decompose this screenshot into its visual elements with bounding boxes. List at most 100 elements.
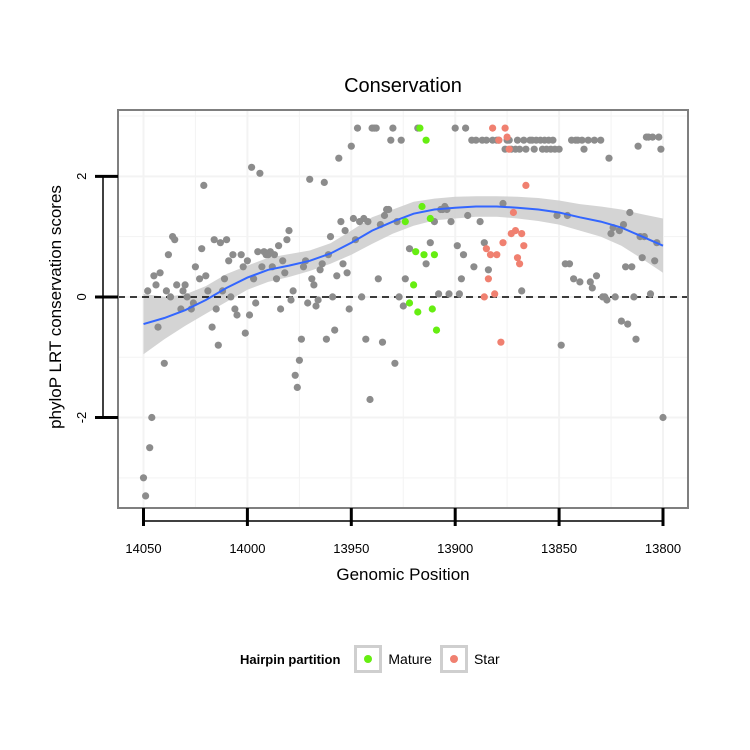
- star-point: [522, 181, 530, 189]
- other-point: [144, 287, 152, 295]
- other-point: [630, 293, 638, 301]
- other-point: [337, 218, 345, 226]
- other-point: [522, 145, 530, 153]
- confidence-band: [143, 196, 663, 355]
- other-point: [655, 133, 663, 141]
- other-point: [632, 335, 640, 343]
- other-point: [299, 263, 308, 271]
- other-point: [372, 124, 380, 132]
- other-point: [570, 275, 578, 283]
- other-point: [615, 227, 624, 235]
- x-tick-label: 13800: [645, 541, 681, 556]
- other-point: [343, 269, 351, 277]
- other-point: [162, 287, 170, 295]
- other-point: [306, 175, 314, 183]
- other-point: [322, 335, 330, 343]
- other-point: [553, 211, 561, 220]
- x-axis-label: Genomic Position: [336, 565, 469, 584]
- other-point: [173, 281, 181, 289]
- other-point: [289, 287, 297, 295]
- other-point: [341, 227, 349, 235]
- other-point: [588, 284, 596, 292]
- other-point: [139, 474, 148, 482]
- other-point: [241, 329, 249, 337]
- mature-point: [420, 251, 428, 259]
- mature-point: [428, 305, 436, 313]
- confidence-band-layer: [143, 196, 663, 355]
- other-point: [335, 154, 343, 162]
- star-point: [489, 124, 497, 132]
- star-point: [511, 227, 520, 235]
- other-point: [150, 272, 158, 280]
- other-point: [308, 275, 316, 283]
- mature-point: [410, 281, 418, 289]
- other-point: [270, 251, 278, 259]
- x-tick-label: 14050: [125, 541, 161, 556]
- star-point: [520, 242, 528, 250]
- x-tick-label: 13850: [541, 541, 577, 556]
- y-tick-label: 0: [74, 293, 89, 300]
- legend-mature-dot: [364, 655, 373, 663]
- other-point: [295, 356, 303, 364]
- other-point: [626, 208, 634, 217]
- other-point: [435, 290, 443, 298]
- other-point: [628, 263, 636, 271]
- other-point: [364, 218, 372, 226]
- other-point: [225, 257, 233, 265]
- other-point: [405, 245, 414, 253]
- other-point: [576, 278, 584, 286]
- other-point: [426, 239, 434, 247]
- other-point: [422, 260, 430, 268]
- star-point: [491, 290, 499, 298]
- other-point: [331, 326, 339, 334]
- other-point: [657, 145, 665, 153]
- star-point: [495, 136, 503, 144]
- other-point: [293, 383, 301, 391]
- mature-point: [432, 326, 441, 334]
- other-point: [216, 239, 224, 247]
- other-point: [472, 136, 480, 144]
- other-point: [380, 211, 389, 220]
- other-point: [476, 218, 484, 226]
- other-point: [349, 214, 357, 223]
- star-point: [499, 239, 507, 247]
- star-point: [509, 208, 517, 217]
- smooth-trend-line: [143, 205, 664, 326]
- star-point: [516, 260, 524, 268]
- legend-title: Hairpin partition: [240, 651, 341, 667]
- other-point: [191, 263, 199, 271]
- other-point: [297, 335, 305, 343]
- other-point: [272, 275, 281, 283]
- other-point: [223, 236, 231, 244]
- other-point: [281, 269, 289, 277]
- other-point: [624, 320, 632, 328]
- other-point: [214, 341, 222, 349]
- other-point: [549, 136, 557, 144]
- other-point: [233, 311, 241, 319]
- other-point: [607, 230, 615, 238]
- legend-key-mature: [354, 645, 383, 673]
- other-point: [516, 145, 524, 153]
- other-point: [482, 136, 490, 144]
- points-layer: [139, 124, 667, 500]
- other-point: [557, 341, 565, 349]
- other-point: [252, 299, 260, 307]
- other-point: [156, 269, 164, 277]
- other-point: [590, 136, 599, 144]
- x-axis: 14050 14000 13950 13900 13850 13800: [125, 508, 681, 556]
- other-point: [183, 293, 191, 301]
- legend-label-mature: Mature: [388, 651, 432, 667]
- star-point: [482, 245, 490, 253]
- other-point: [605, 154, 613, 162]
- other-point: [362, 335, 370, 343]
- other-point: [314, 296, 322, 304]
- other-point: [258, 263, 266, 271]
- other-point: [358, 293, 366, 301]
- x-tick-label: 13900: [437, 541, 473, 556]
- other-point: [513, 136, 522, 144]
- other-point: [389, 124, 397, 132]
- other-point: [333, 272, 341, 280]
- legend: Hairpin partition Mature Star: [240, 642, 580, 676]
- other-point: [555, 145, 563, 153]
